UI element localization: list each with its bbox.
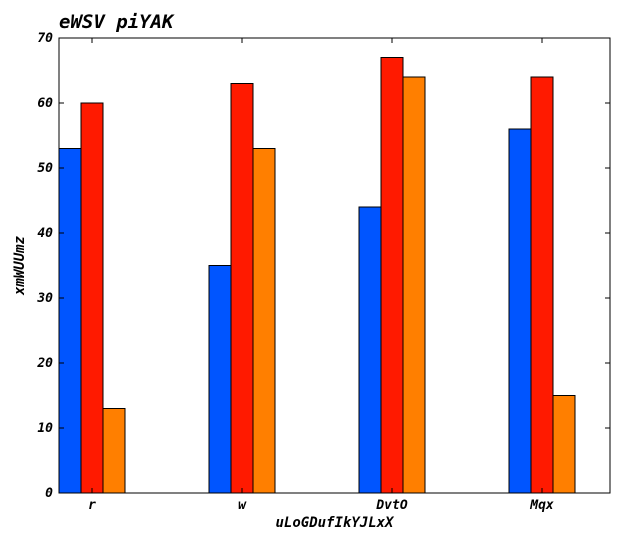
x-tick-label: DvtO xyxy=(375,498,407,513)
bar-Mqx-s3 xyxy=(552,395,576,494)
bar-Mqx-s2 xyxy=(530,76,554,494)
x-tick-label: Mqx xyxy=(529,498,554,513)
y-tick-label: 30 xyxy=(36,291,53,306)
y-axis: 0 10 20 30 40 50 60 70 xyxy=(36,31,610,501)
y-tick-label: 50 xyxy=(37,161,53,176)
y-axis-label: xmWUUmz xyxy=(12,235,28,296)
y-tick-label: 0 xyxy=(45,486,53,501)
y-tick-label: 40 xyxy=(37,226,53,241)
bar-r-s3 xyxy=(102,408,126,494)
bar-DvtO-s3 xyxy=(402,76,426,494)
bars-group xyxy=(58,57,576,494)
x-axis-label: uLoGDufIkYJLxX xyxy=(275,515,395,531)
y-tick-label: 20 xyxy=(36,356,53,371)
bar-DvtO-s1 xyxy=(358,206,382,494)
y-tick-label: 70 xyxy=(37,31,53,46)
x-tick-label: r xyxy=(88,498,96,513)
bar-Mqx-s1 xyxy=(508,128,532,494)
plot-frame xyxy=(58,37,611,494)
y-tick-label: 10 xyxy=(37,421,53,436)
bar-r-s2 xyxy=(80,102,104,494)
x-axis: r w DvtO Mqx xyxy=(88,38,554,513)
bar-DvtO-s2 xyxy=(380,57,404,494)
bar-w-s3 xyxy=(252,148,276,494)
bar-w-s2 xyxy=(230,83,254,494)
chart-title: eWSV piYAK xyxy=(59,11,175,33)
y-tick-label: 60 xyxy=(37,96,53,111)
x-tick-label: w xyxy=(238,498,247,513)
bar-r-s1 xyxy=(58,148,82,494)
bar-w-s1 xyxy=(208,265,232,494)
